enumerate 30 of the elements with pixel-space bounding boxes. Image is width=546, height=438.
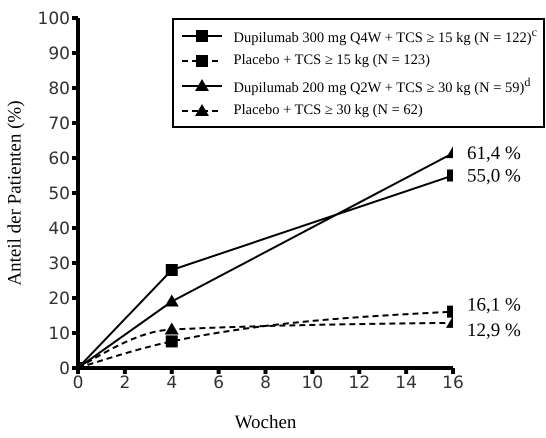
y-axis-title: Anteil der Patienten (%): [4, 100, 26, 286]
y-tick-label: 100: [38, 9, 70, 30]
y-tick-label: 60: [48, 149, 70, 170]
y-tick-label: 20: [48, 289, 70, 310]
legend-label: Dupilumab 200 mg Q2W + TCS ≥ 30 kg (N = 59)$^{d}$: [234, 74, 530, 96]
x-tick-label: 4: [166, 373, 178, 394]
data-label: 16,1 %: [467, 294, 521, 316]
x-tick-label: 6: [213, 373, 224, 394]
x-tick-label: 14: [395, 373, 417, 394]
x-tick-label: 8: [260, 373, 271, 394]
x-tick-label: 12: [348, 373, 370, 394]
y-tick-label: 90: [48, 44, 70, 64]
y-tick-label: 30: [48, 254, 70, 274]
x-tick-label: 0: [72, 373, 84, 394]
x-tick-label: 16: [442, 373, 464, 394]
x-axis-title: Wochen: [234, 412, 297, 433]
y-tick-label: 0: [59, 359, 70, 380]
data-label: 55,0 %: [467, 166, 521, 186]
data-label: 12,9 %: [467, 320, 521, 341]
legend-label: Placebo + TCS ≥ 15 kg (N = 123): [234, 52, 430, 69]
y-tick-label: 10: [48, 324, 70, 344]
y-tick-label: 40: [48, 219, 70, 240]
x-tick-label: 10: [302, 373, 324, 394]
y-tick-label: 50: [48, 184, 70, 204]
legend-label: Placebo + TCS ≥ 30 kg (N = 62): [234, 102, 423, 119]
data-label: 61,4 %: [467, 143, 521, 164]
legend-label: Dupilumab 300 mg Q4W + TCS ≥ 15 kg (N = 122)$^{c}$: [234, 24, 537, 46]
x-tick-label: 2: [119, 373, 130, 394]
y-tick-label: 80: [48, 79, 70, 100]
y-tick-label: 70: [48, 114, 70, 134]
